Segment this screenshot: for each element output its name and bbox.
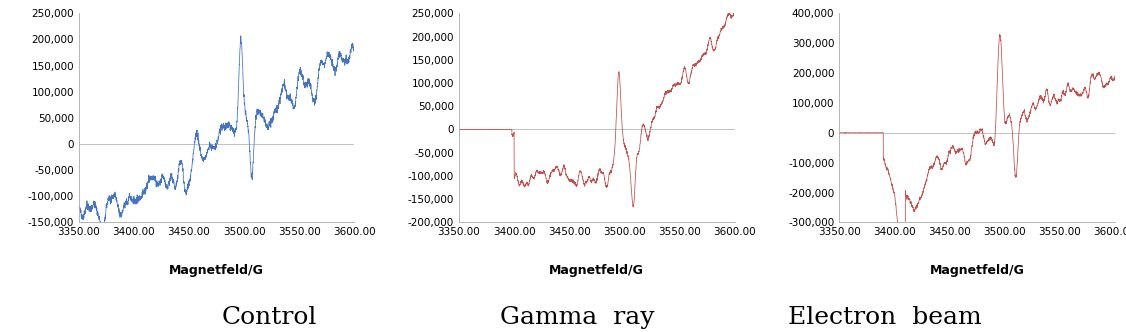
- X-axis label: Magnetfeld/G: Magnetfeld/G: [549, 264, 644, 277]
- Text: Gamma  ray: Gamma ray: [500, 306, 654, 329]
- X-axis label: Magnetfeld/G: Magnetfeld/G: [169, 264, 263, 277]
- Text: Control: Control: [222, 306, 316, 329]
- X-axis label: Magnetfeld/G: Magnetfeld/G: [930, 264, 1025, 277]
- Text: Electron  beam: Electron beam: [788, 306, 982, 329]
